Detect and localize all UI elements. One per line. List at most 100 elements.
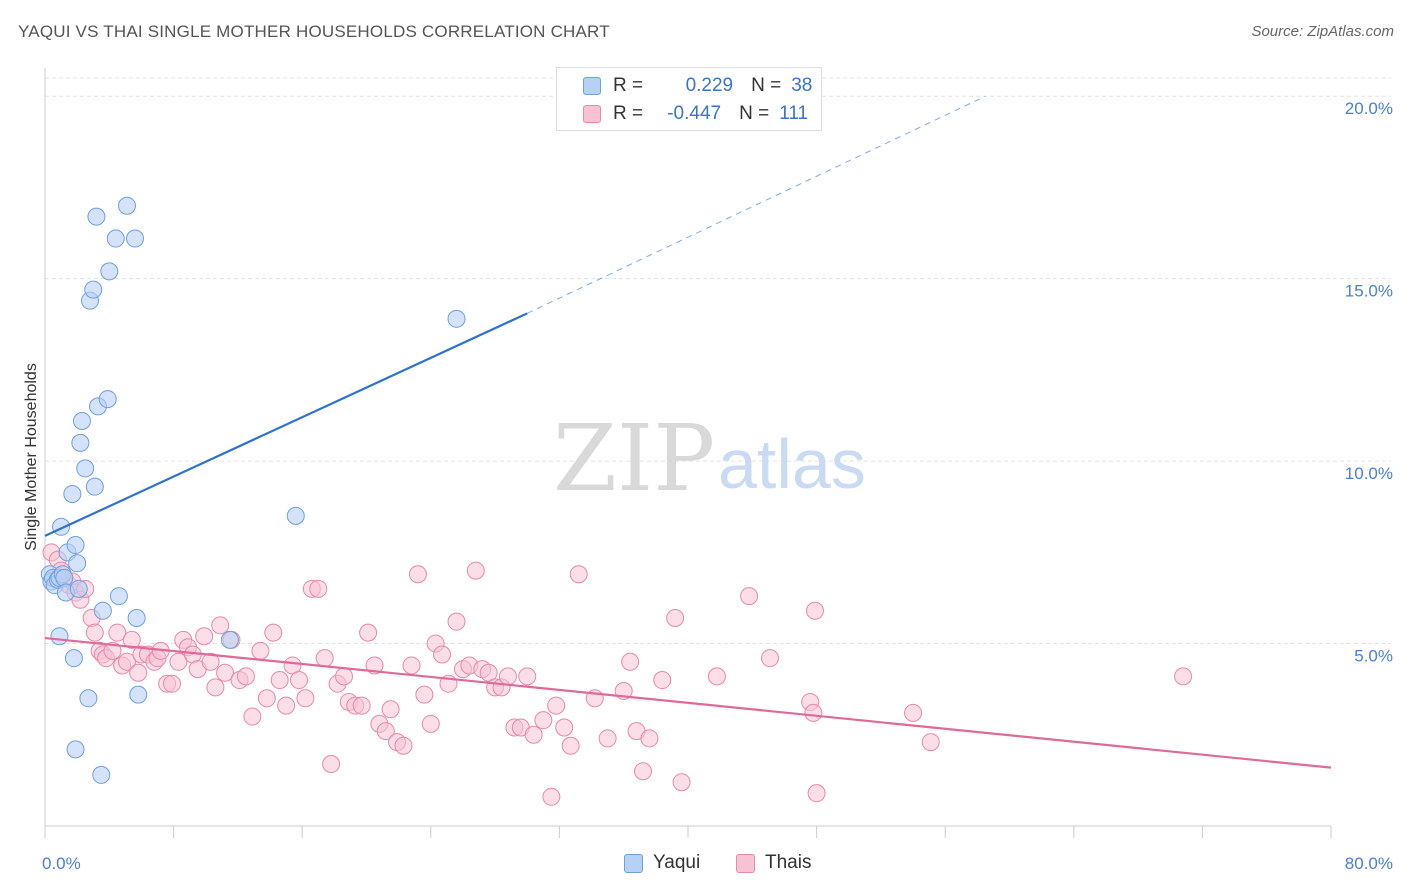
thais-point [621, 652, 640, 671]
thais-point [117, 652, 136, 671]
legend-n-label: N = [739, 103, 770, 124]
thais-point [518, 667, 537, 686]
yaqui-point [109, 587, 128, 606]
yaqui-point [129, 685, 148, 704]
thais-point [447, 612, 466, 631]
thais-point [402, 656, 421, 675]
thais-swatch [583, 105, 601, 123]
thais-point [466, 561, 485, 580]
thais-point [289, 671, 308, 690]
thais-point [415, 685, 434, 704]
yaqui-trend-extension [527, 95, 986, 314]
thais-point [359, 623, 378, 642]
yaqui-point [79, 689, 98, 708]
yaqui-point [92, 765, 111, 784]
legend-row-yaqui: R = 0.229 N = 38 [557, 72, 812, 100]
yaqui-point [126, 229, 145, 248]
thais-point [633, 762, 652, 781]
y-tick-label: 20.0% [1345, 99, 1393, 118]
yaqui-swatch [624, 853, 643, 873]
thais-point [322, 754, 341, 773]
thais-point [805, 601, 824, 620]
thais-point [433, 645, 452, 664]
bottom-legend-label: Yaqui [653, 852, 701, 873]
y-tick-label: 5.0% [1354, 647, 1393, 666]
chart-title: YAQUI VS THAI SINGLE MOTHER HOUSEHOLDS C… [18, 22, 610, 41]
watermark-atlas: atlas [718, 425, 866, 503]
thais-swatch [736, 853, 755, 873]
thais-point [129, 663, 148, 682]
axes [44, 68, 1332, 838]
thais-point [547, 696, 566, 715]
yaqui-point [69, 579, 88, 598]
thais-point [236, 667, 255, 686]
legend-r-label: R = [613, 103, 644, 124]
y-tick-label: 10.0% [1345, 464, 1393, 483]
thais-point [206, 678, 225, 697]
thais-point [315, 649, 334, 668]
yaqui-point [76, 459, 95, 478]
bottom-legend-yaqui: Yaqui [624, 850, 700, 876]
thais-point [807, 784, 826, 803]
thais-point [542, 787, 561, 806]
yaqui-point [84, 280, 103, 299]
thais-point [707, 667, 726, 686]
thais-point [534, 711, 553, 730]
thais-point [598, 729, 617, 748]
yaqui-point [72, 411, 91, 430]
thais-point [498, 667, 517, 686]
yaqui-point [117, 196, 136, 215]
yaqui-point [85, 477, 104, 496]
thais-point [569, 565, 588, 584]
thais-point [334, 667, 353, 686]
thais-point [376, 722, 395, 741]
watermark-zip: ZIP [553, 405, 715, 512]
yaqui-point [127, 609, 146, 628]
thais-point [740, 587, 759, 606]
thais-point [257, 689, 276, 708]
trend-lines [44, 95, 1332, 769]
thais-point [108, 623, 127, 642]
thais-point [169, 652, 188, 671]
thais-point [381, 700, 400, 719]
thais-point [904, 703, 923, 722]
thais-point [103, 641, 122, 660]
x-tick-label: 0.0% [42, 854, 81, 873]
yaqui-trend-line [44, 312, 528, 537]
yaqui-point [98, 390, 117, 409]
legend-n-label: N = [751, 75, 782, 96]
yaqui-swatch [583, 77, 601, 95]
yaqui-point [100, 262, 119, 281]
correlation-legend: R = 0.229 N = 38 R = -0.447 N = 111 [556, 67, 822, 131]
thais-point [760, 649, 779, 668]
yaqui-point [106, 229, 125, 248]
y-tick-label: 15.0% [1345, 282, 1393, 301]
thais-point [640, 729, 659, 748]
thais-point [1174, 667, 1193, 686]
thais-point [309, 579, 328, 598]
thais-point [216, 663, 235, 682]
source-note: Source: ZipAtlas.com [1251, 23, 1394, 40]
x-tick-labels: 0.0% 80.0% [42, 854, 1393, 873]
legend-row-thais: R = -0.447 N = 111 [557, 100, 808, 128]
thais-point [122, 630, 141, 649]
y-tick-labels: 5.0% 10.0% 15.0% 20.0% [1345, 99, 1393, 665]
thais-point [243, 707, 262, 726]
thais-point [365, 656, 384, 675]
yaqui-point [66, 536, 85, 555]
thais-point [804, 703, 823, 722]
yaqui-points [40, 196, 466, 784]
thais-points [42, 543, 1193, 806]
yaqui-point [286, 506, 305, 525]
thais-point [555, 718, 574, 737]
legend-r-value: 0.229 [685, 75, 734, 96]
bottom-legend-thais: Thais [736, 850, 811, 876]
thais-point [921, 733, 940, 752]
legend-n-value: 111 [779, 103, 809, 124]
legend-n-value: 38 [791, 75, 813, 96]
yaqui-point [66, 740, 85, 759]
legend-r-label: R = [613, 75, 644, 96]
thais-trend-line [44, 636, 1332, 769]
thais-point [394, 736, 413, 755]
x-tick-label: 80.0% [1345, 854, 1393, 873]
